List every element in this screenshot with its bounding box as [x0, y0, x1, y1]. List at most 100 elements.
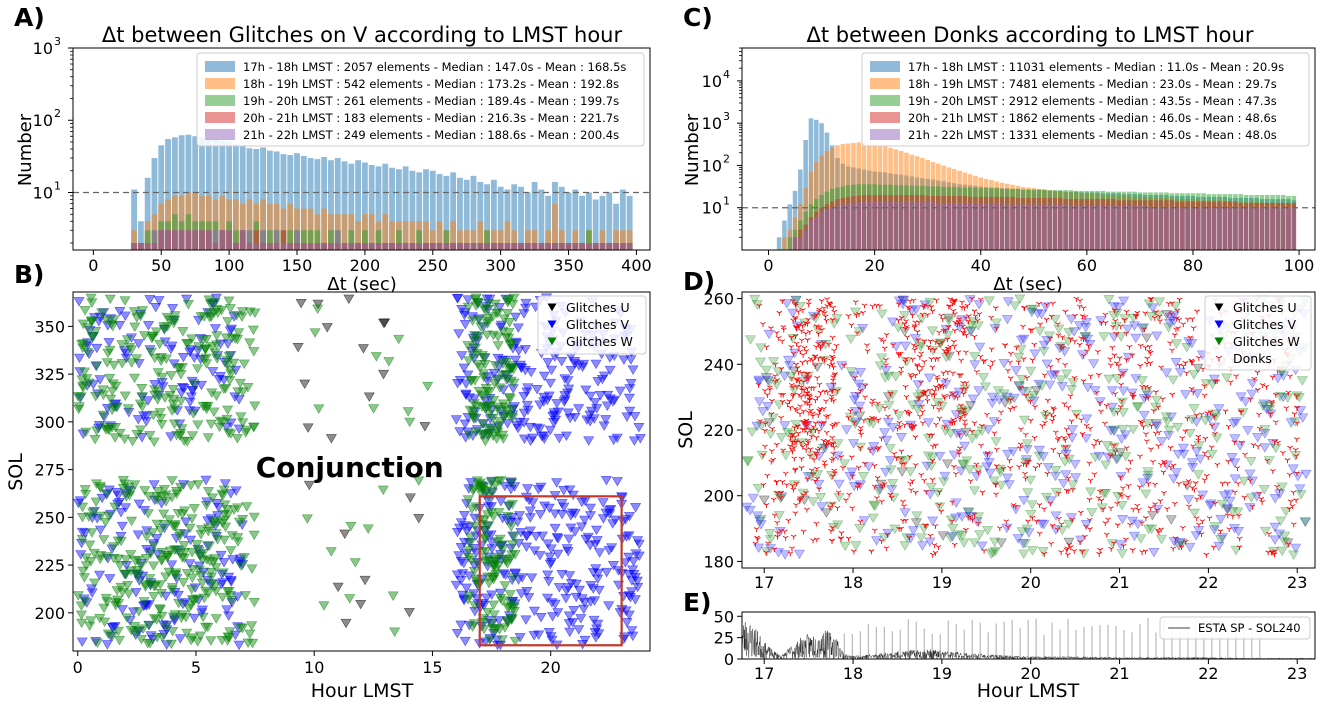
- panel-a-bar-s2-48: [457, 230, 463, 250]
- panel-b-point-2-0-160: [75, 392, 87, 402]
- panel-d-point-3-2-61: [936, 342, 942, 348]
- panel-d-point-3-0-439: [1042, 409, 1049, 415]
- panel-d-point-3-0-203: [760, 483, 767, 488]
- panel-b-point-2-1-77: [503, 328, 515, 338]
- panel-d-point-3-1-88: [831, 468, 838, 474]
- panel-d-point-3-0-484: [1022, 432, 1029, 438]
- panel-d-point-3-0-17: [961, 419, 968, 425]
- panel-d-point-2-0-115: [1018, 549, 1030, 559]
- panel-d-point-2-0-292: [812, 470, 824, 480]
- panel-a-bar-s2-38: [389, 221, 395, 250]
- panel-d-point-3-0-490: [768, 326, 774, 332]
- panel-d-point-2-0-53: [1131, 402, 1143, 413]
- panel-d-point-2-0-6: [742, 456, 754, 466]
- panel-b-point-1-1-513: [561, 544, 573, 554]
- panel-a-bar-s5-48: [457, 242, 463, 250]
- panel-a-bar-s2-45: [436, 221, 443, 250]
- panel-d-point-3-2-52: [944, 337, 951, 343]
- panel-c-bar-s5-72: [1153, 207, 1159, 250]
- panel-c-bar-s5-9: [819, 211, 824, 250]
- panel-d-point-3-0-368: [940, 371, 947, 377]
- panel-c-bar-s5-41: [989, 202, 994, 250]
- panel-d-point-3-0-514: [1067, 545, 1074, 551]
- panel-d-point-1-0-305: [841, 425, 853, 435]
- panel-d-point-3-0-899: [1013, 345, 1020, 351]
- panel-d-point-3-0-900: [829, 538, 835, 544]
- panel-d-ytick-label: 220: [703, 421, 734, 440]
- panel-d-point-2-0-163: [868, 500, 880, 511]
- panel-b-point-2-0-455: [102, 424, 114, 435]
- panel-b-point-2-0-159: [95, 551, 107, 561]
- panel-b-point-2-0-33: [148, 541, 160, 551]
- panel-b-point-1-1-530: [542, 570, 554, 581]
- panel-a-bar-s5-9: [192, 230, 199, 250]
- panel-d-point-3-0-194: [898, 449, 905, 455]
- panel-b-point-2-0-89: [85, 616, 97, 626]
- panel-b-point-1-1-488: [528, 606, 540, 617]
- panel-b-point-2-2-4: [393, 334, 405, 345]
- panel-d-point-3-0-328: [1123, 357, 1130, 363]
- panel-b-point-2-0-420: [206, 493, 218, 503]
- panel-b-point-0-0-15: [355, 600, 367, 610]
- panel-d-xtick-label: 18: [843, 573, 863, 592]
- panel-a-bar-s1-37: [382, 163, 389, 250]
- panel-e-x-axis: 17 18 19 20 21 22 23: [754, 659, 1307, 683]
- panel-d-point-3-2-15: [963, 381, 970, 387]
- panel-b-point-1-1-25: [633, 551, 645, 562]
- panel-b-point-2-0-183: [104, 294, 116, 305]
- panel-b-point-2-1-240: [492, 402, 504, 413]
- panel-b-point-2-1-190: [502, 618, 514, 628]
- panel-b-point-2-0-139: [103, 511, 115, 522]
- panel-d-point-3-2-66: [902, 359, 909, 365]
- panel-c-xtick-label: 20: [864, 256, 884, 275]
- panel-b-point-2-0-440: [129, 480, 141, 490]
- panel-b-point-2-1-260: [479, 534, 491, 544]
- panel-d-point-0-0-5: [1181, 481, 1193, 491]
- panel-b-point-2-0-396: [77, 502, 89, 513]
- panel-d-point-2-0-15: [989, 537, 1001, 547]
- panel-d-ytick-label: 240: [703, 355, 734, 374]
- panel-d-point-3-0-336: [932, 523, 939, 529]
- panel-b-point-1-0-8: [177, 352, 189, 363]
- panel-d-point-1-0-133: [1184, 542, 1196, 553]
- panel-d-point-3-0-161: [885, 414, 891, 420]
- panel-d-point-3-0-520: [1080, 353, 1087, 359]
- panel-a-bar-s5-36: [375, 242, 382, 250]
- panel-b-point-2-2-15: [377, 485, 389, 496]
- panel-d-point-3-0-810: [1236, 545, 1243, 551]
- panel-b-point-1-1-395: [458, 594, 470, 604]
- panel-d-point-3-2-35: [898, 370, 904, 376]
- panel-a-bar-s3-39: [395, 230, 402, 250]
- panel-c-bar-s5-91: [1254, 207, 1259, 250]
- panel-d-point-1-0-241: [1054, 343, 1066, 354]
- panel-b-point-2-1-73: [468, 484, 480, 495]
- panel-c-bar-s5-7: [808, 220, 814, 250]
- panel-d-point-1-0-211: [984, 468, 996, 479]
- panel-b-point-2-1-43: [488, 395, 500, 406]
- panel-d-point-3-0-273: [1268, 399, 1275, 405]
- panel-b-point-1-0-250: [132, 415, 144, 425]
- panel-a-bar-s5-55: [504, 242, 511, 250]
- panel-c-bar-s5-6: [803, 229, 808, 250]
- panel-b-point-2-1-228: [500, 410, 512, 420]
- panel-d-point-3-0-263: [919, 312, 926, 318]
- panel-d-point-3-0-369: [1022, 471, 1028, 477]
- panel-d-point-3-0-329: [1107, 363, 1114, 369]
- panel-a-bar-s1-17: [246, 148, 253, 250]
- panel-d-point-3-1-150: [799, 360, 806, 366]
- panel-a-bar-s1-6: [171, 137, 178, 250]
- panel-d-point-3-0-793: [778, 495, 784, 501]
- panel-d-point-1-0-157: [744, 506, 756, 516]
- panel-b-point-2-0-451: [80, 427, 92, 438]
- panel-d-point-2-0-139: [1145, 312, 1157, 322]
- panel-d-point-1-0-126: [844, 471, 856, 482]
- panel-d-point-2-0-81: [1056, 525, 1068, 536]
- panel-d-point-3-0-397: [1020, 357, 1027, 362]
- panel-d-point-3-1-66: [812, 364, 819, 369]
- panel-b-point-1-1-482: [597, 514, 609, 524]
- panel-d-point-1-0-193: [1229, 474, 1241, 484]
- panel-d-point-3-0-183: [848, 455, 855, 461]
- panel-d-point-3-0-410: [1083, 524, 1089, 530]
- panel-d-point-3-1-155: [812, 398, 819, 404]
